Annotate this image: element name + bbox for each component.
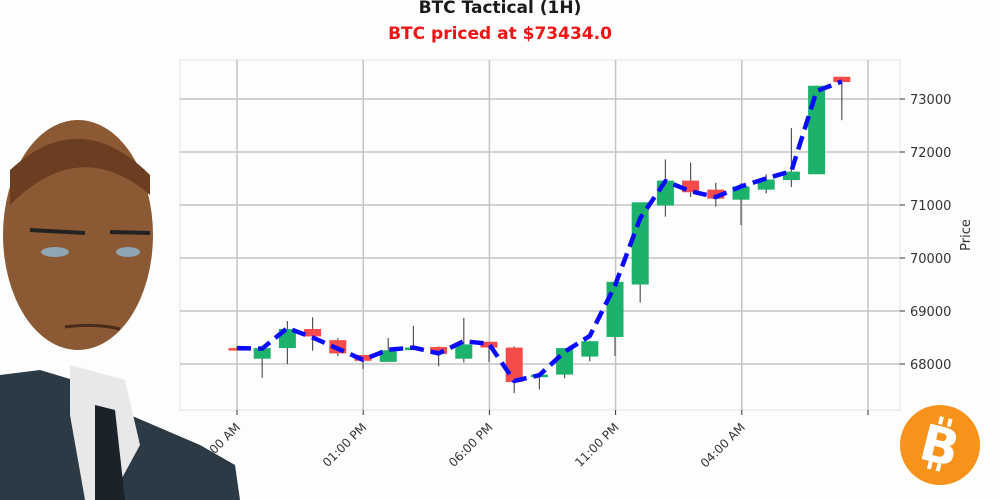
candle <box>480 341 498 362</box>
chart-title: BTC Tactical (1H) <box>418 0 582 18</box>
candle <box>581 340 599 362</box>
candle <box>757 174 775 194</box>
candle <box>808 85 826 175</box>
y-axis-label: Price <box>959 219 974 251</box>
price-subtitle: BTC priced at $73434.0 <box>388 24 612 44</box>
y-tick-label: 73000 <box>910 93 951 108</box>
x-tick-label: 04:00 AM <box>698 420 748 470</box>
candle <box>379 338 397 362</box>
y-tick-label: 70000 <box>910 252 951 267</box>
plot-area <box>179 59 901 411</box>
candle <box>833 76 851 121</box>
x-tick-label: 06:00 PM <box>446 420 495 469</box>
candle <box>455 317 473 363</box>
y-tick-label: 71000 <box>910 199 951 214</box>
candle <box>430 346 448 367</box>
moving-average-line <box>236 79 843 384</box>
candle <box>682 162 700 198</box>
y-tick-label: 68000 <box>910 358 951 373</box>
candle <box>782 128 800 187</box>
y-tick-label: 69000 <box>910 305 951 320</box>
android-trader-portrait <box>0 115 240 500</box>
bitcoin-icon: B <box>900 405 980 485</box>
candle <box>304 317 322 351</box>
x-tick-label: 01:00 PM <box>320 420 369 469</box>
candle <box>556 348 574 379</box>
candle <box>253 347 271 378</box>
y-tick-label: 72000 <box>910 146 951 161</box>
x-tick-label: 11:00 PM <box>572 420 621 469</box>
